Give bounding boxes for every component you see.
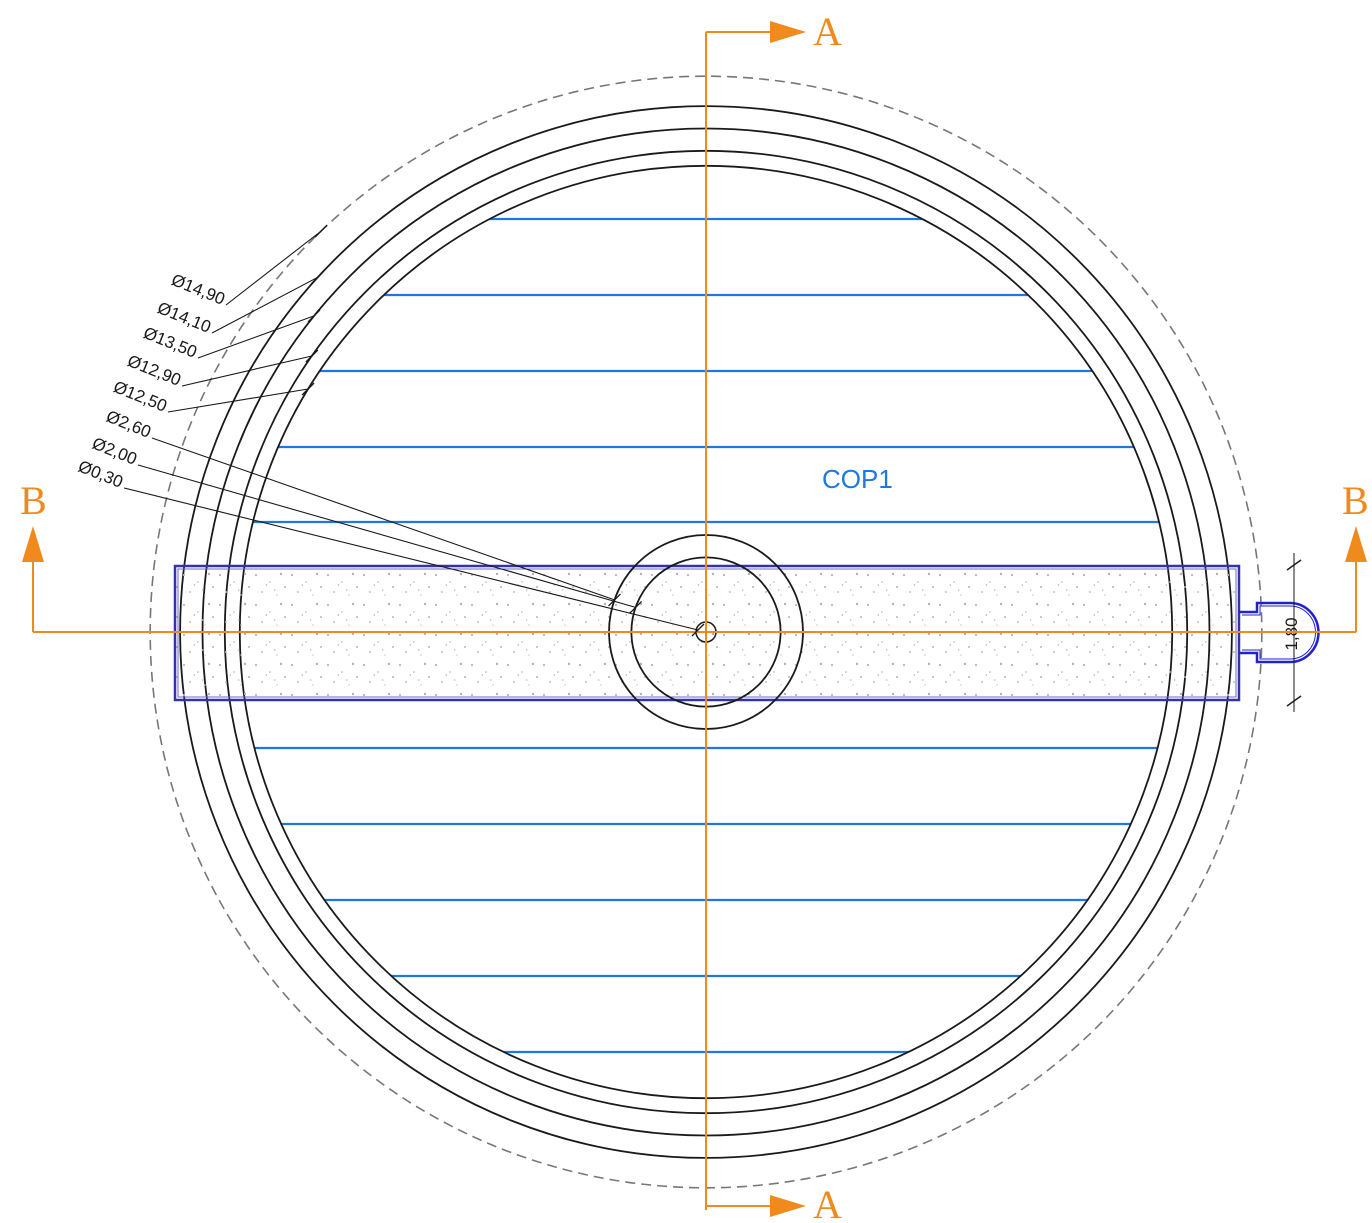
leader-line: [181, 355, 313, 387]
leader-tick: [608, 593, 621, 607]
leader-line: [123, 487, 699, 631]
diameter-label: Ø14,90: [169, 270, 228, 309]
leader-line: [225, 230, 322, 306]
section-line-a: [705, 21, 806, 1217]
outlet-width-label: 1,80: [1282, 617, 1301, 650]
leader-tick: [301, 382, 315, 396]
section-a-top-label: A: [813, 9, 842, 54]
section-line-b: [22, 526, 1367, 633]
diameter-label: Ø2,60: [104, 407, 154, 442]
leader-tick: [691, 623, 705, 637]
leader-line: [197, 315, 315, 359]
leader-line: [211, 276, 318, 334]
leader-tick: [629, 600, 643, 614]
section-b-left-label: B: [20, 478, 47, 523]
leader-tick: [311, 270, 325, 284]
section-a-bottom-label: A: [813, 1182, 842, 1223]
leader-line: [151, 437, 615, 601]
zone-label: COP1: [822, 464, 893, 494]
leader-line: [167, 388, 309, 413]
leader-tick: [314, 224, 328, 238]
leader-tick: [305, 349, 319, 363]
leader-tick: [307, 309, 321, 323]
leader-line: [137, 464, 636, 608]
section-b-right-label: B: [1342, 478, 1369, 523]
